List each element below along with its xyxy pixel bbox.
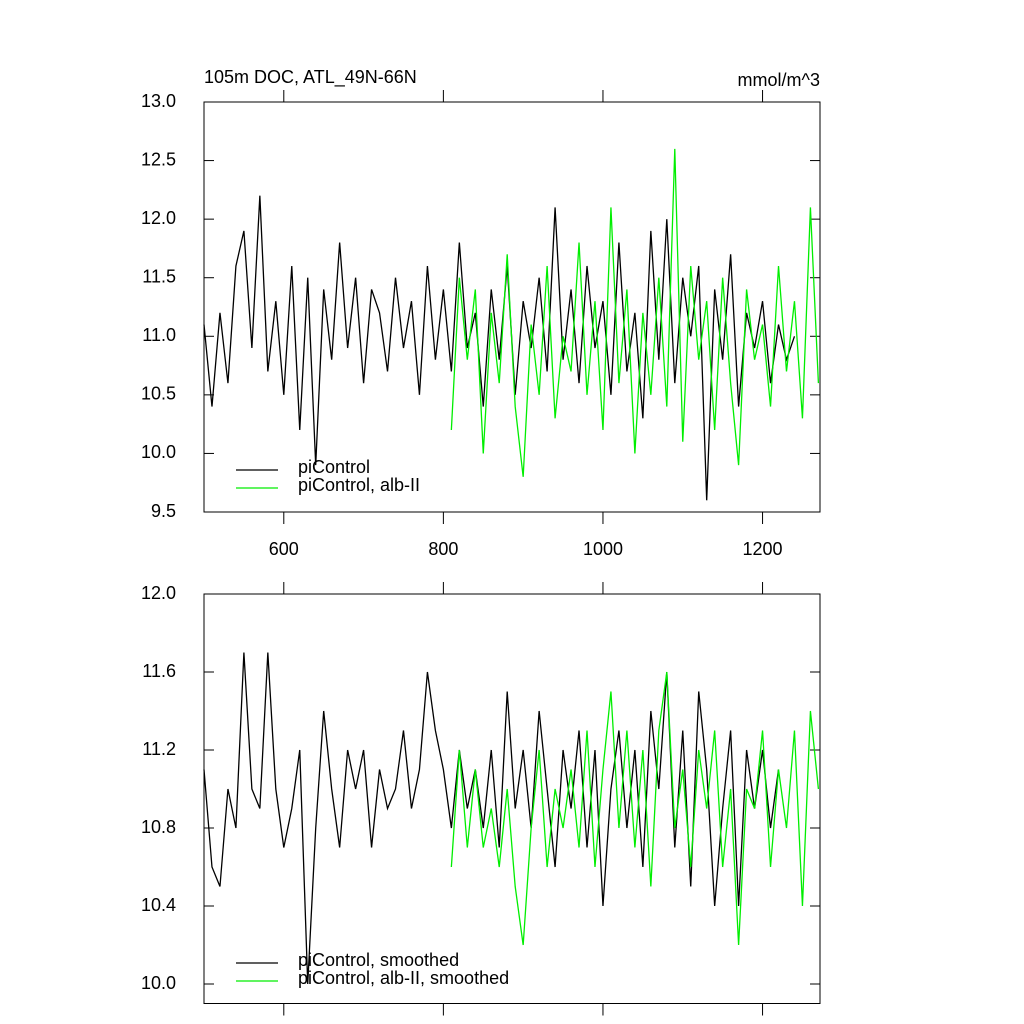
x-tick-label: 1200	[743, 539, 783, 559]
plot-frame	[203, 101, 821, 513]
data-line	[203, 652, 780, 985]
y-tick-label: 10.5	[141, 384, 176, 404]
x-tick-label: 800	[428, 539, 458, 559]
y-tick-label: 13.0	[141, 91, 176, 111]
y-tick-label: 11.0	[142, 325, 176, 345]
y-tick-label: 12.0	[141, 583, 176, 603]
legend-label: piControl, alb-II, smoothed	[298, 968, 509, 988]
plot-frame	[203, 593, 821, 1004]
y-tick-label: 10.4	[141, 895, 176, 915]
y-tick-label: 10.0	[141, 973, 176, 993]
data-line	[450, 148, 820, 477]
data-line	[450, 671, 820, 946]
y-tick-label: 11.5	[142, 266, 176, 286]
y-tick-label: 12.0	[141, 208, 176, 228]
legend-label: piControl	[298, 457, 370, 477]
chart-title: 105m DOC, ATL_49N-66N	[204, 67, 417, 88]
data-line	[203, 195, 796, 501]
y-tick-label: 10.0	[141, 442, 176, 462]
y-tick-label: 10.8	[141, 817, 176, 837]
legend-label: piControl, smoothed	[298, 950, 459, 970]
x-tick-label: 600	[269, 539, 299, 559]
y-tick-label: 11.2	[142, 739, 176, 759]
y-tick-label: 11.6	[142, 661, 176, 681]
x-tick-label: 1000	[583, 539, 623, 559]
legend-label: piControl, alb-II	[298, 475, 420, 495]
y-tick-label: 12.5	[141, 149, 176, 169]
units-label: mmol/m^3	[738, 70, 820, 90]
y-tick-label: 9.5	[151, 501, 176, 521]
